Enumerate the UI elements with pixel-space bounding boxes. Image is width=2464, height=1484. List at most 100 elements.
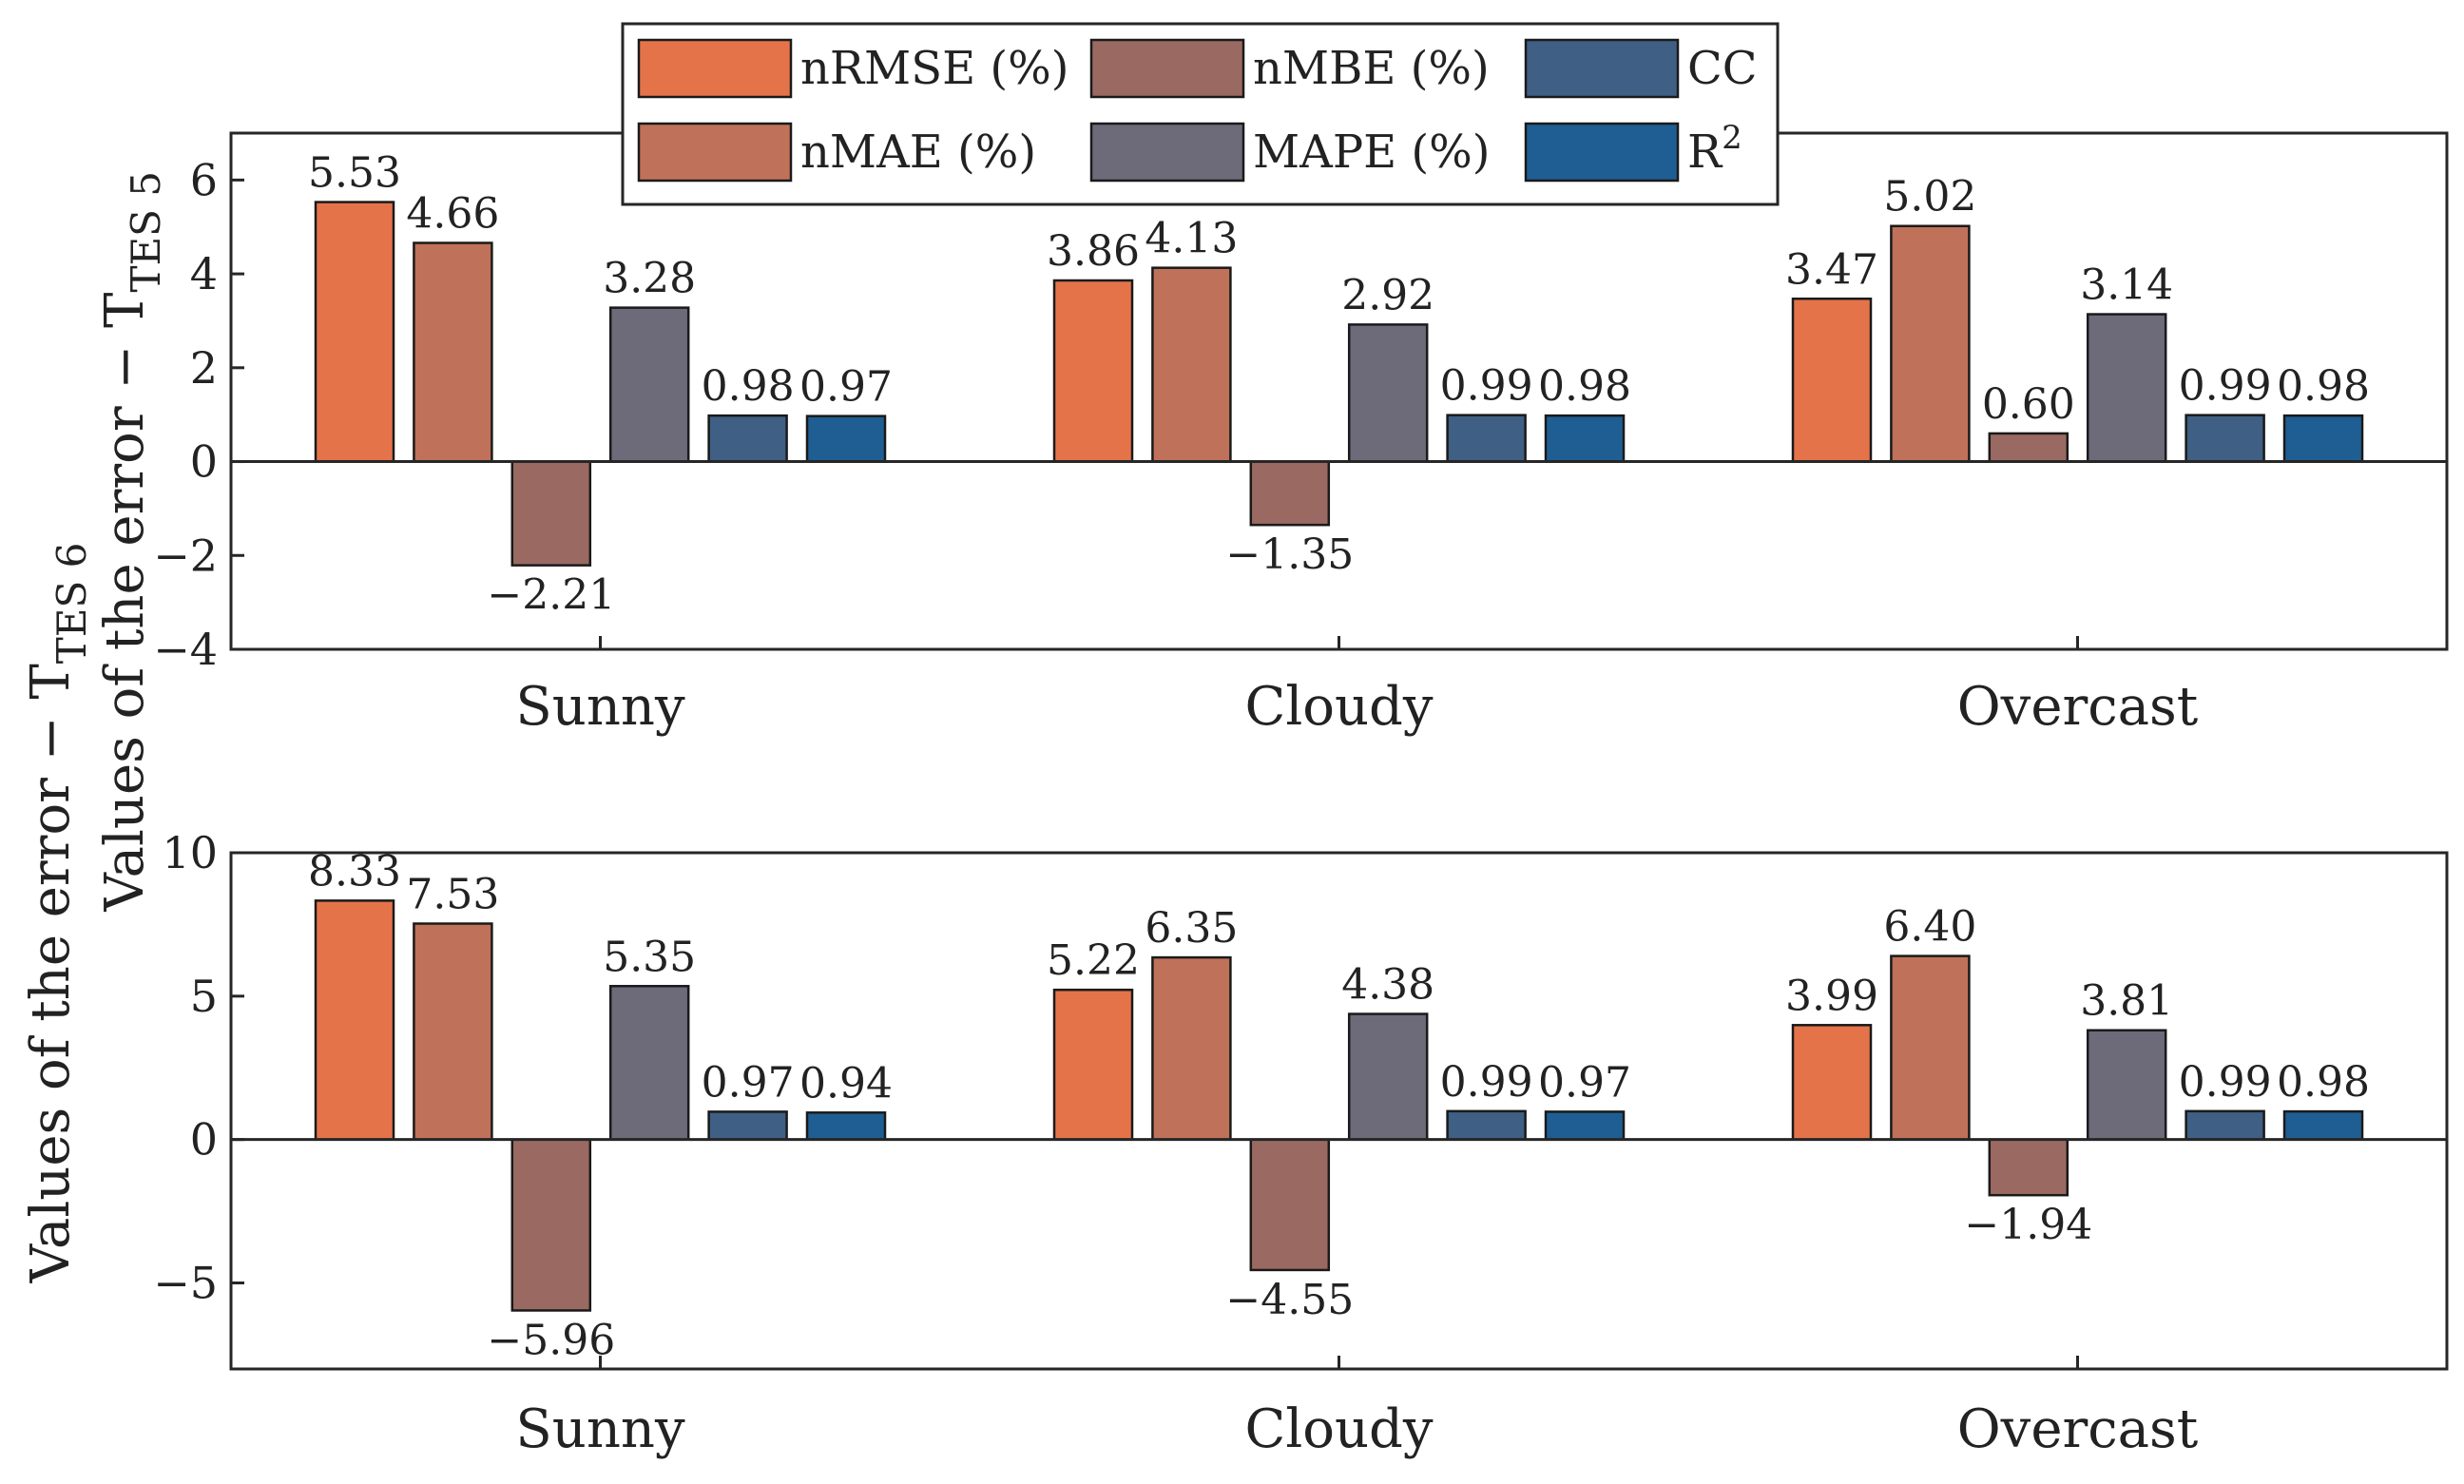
bar-cc-cloudy — [1446, 1109, 1527, 1141]
legend-label-nmbe: nMBE (%) — [1253, 42, 1490, 95]
bar-nmae-overcast — [1890, 224, 1971, 463]
data-label-mape-overcast: 3.81 — [2080, 977, 2173, 1026]
y-axis-ticks: −4 −2 0 2 4 6 — [153, 154, 2447, 675]
category-label-sunny: Sunny — [515, 676, 685, 738]
bar-nrmse-cloudy — [1052, 988, 1134, 1141]
data-label-cc-cloudy: 0.99 — [1440, 1058, 1533, 1107]
category-label-cloudy: Cloudy — [1244, 676, 1433, 738]
data-label-cc-sunny: 0.97 — [702, 1058, 795, 1107]
bars-group: 5.534.66−2.213.280.98 0.973.86 4.13−1.352.… — [308, 149, 2370, 620]
y-axis-ticks: −5 0 5 10 — [153, 827, 2447, 1309]
bar-r2-sunny — [805, 414, 887, 463]
legend-swatch-nmbe — [1089, 38, 1245, 99]
data-label-nmae-cloudy: 4.13 — [1145, 215, 1238, 263]
bar-r2-overcast — [2282, 1109, 2364, 1141]
data-label-nmae-sunny: 7.53 — [406, 871, 499, 919]
y-tick-label: 4 — [190, 248, 218, 299]
y-tick-label: −5 — [153, 1258, 218, 1309]
data-label-r2-cloudy: 0.97 — [1538, 1058, 1631, 1107]
bar-r2-cloudy — [1544, 414, 1626, 463]
data-label-nrmse-overcast: 3.47 — [1785, 245, 1878, 294]
data-label-mape-cloudy: 2.92 — [1341, 271, 1434, 319]
data-label-nmae-sunny: 4.66 — [406, 190, 499, 239]
data-label-nmbe-sunny: −5.96 — [487, 1316, 615, 1364]
bar-nmbe-overcast — [1988, 1138, 2069, 1197]
bar-nmae-sunny — [413, 241, 493, 463]
y-tick-label: 6 — [190, 154, 218, 205]
legend-label-cc: CC — [1687, 42, 1757, 95]
bar-nrmse-cloudy — [1052, 279, 1134, 463]
y-axis-label-bottom: Values of the error − TTES 6 — [20, 543, 95, 1284]
data-label-nrmse-cloudy: 3.86 — [1047, 227, 1140, 276]
bar-mape-overcast — [2086, 313, 2167, 463]
data-label-mape-sunny: 3.28 — [603, 255, 696, 303]
data-label-r2-sunny: 0.97 — [799, 363, 893, 412]
y-tick-label: 2 — [190, 342, 218, 394]
bar-mape-cloudy — [1347, 323, 1429, 463]
category-label-cloudy: Cloudy — [1244, 1398, 1433, 1460]
category-label-sunny: Sunny — [515, 1398, 685, 1460]
category-label-overcast: Overcast — [1957, 676, 2199, 738]
legend-swatch-nmae — [637, 122, 793, 183]
data-label-nmbe-cloudy: −4.55 — [1225, 1276, 1354, 1324]
y-tick-label: 0 — [190, 436, 218, 488]
data-label-nmae-overcast: 6.40 — [1883, 903, 1976, 952]
bar-cc-sunny — [707, 1110, 788, 1141]
y-axis-label-top: Values of the error − TTES 5 — [94, 171, 169, 913]
legend-label-nrmse: nRMSE (%) — [800, 42, 1068, 95]
data-label-nmbe-sunny: −2.21 — [487, 571, 615, 620]
bar-nrmse-sunny — [314, 201, 395, 463]
bar-nmae-cloudy — [1151, 266, 1232, 463]
bar-nmbe-sunny — [510, 1138, 592, 1312]
data-label-cc-overcast: 0.99 — [2179, 1058, 2272, 1107]
x-axis-categories: Sunny Cloudy Overcast — [515, 1356, 2199, 1460]
bar-cc-overcast — [2185, 1109, 2265, 1141]
legend-swatch-nrmse — [637, 38, 793, 99]
bar-nmbe-overcast — [1988, 432, 2069, 463]
legend-label-r2: R2 — [1687, 119, 1742, 179]
legend-label-nmae: nMAE (%) — [800, 125, 1036, 179]
y-tick-label: −4 — [153, 624, 218, 675]
data-label-mape-overcast: 3.14 — [2080, 261, 2173, 310]
bar-nmbe-cloudy — [1249, 460, 1331, 527]
data-label-nmae-cloudy: 6.35 — [1145, 904, 1238, 953]
legend-swatch-cc — [1524, 38, 1680, 99]
legend-label-mape: MAPE (%) — [1253, 125, 1490, 179]
bar-nrmse-sunny — [314, 899, 395, 1141]
bar-nmbe-sunny — [510, 460, 592, 567]
bar-nrmse-overcast — [1791, 1024, 1873, 1141]
category-label-overcast: Overcast — [1957, 1398, 2199, 1460]
data-label-cc-overcast: 0.99 — [2179, 362, 2272, 411]
legend-swatch-r2 — [1524, 122, 1680, 183]
data-label-r2-cloudy: 0.98 — [1538, 362, 1631, 411]
data-label-nrmse-sunny: 5.53 — [308, 149, 401, 198]
legend-swatch-mape — [1089, 122, 1245, 183]
bar-mape-sunny — [608, 985, 690, 1141]
chart-panel-tes6: 8.33 7.53−5.965.350.97 0.945.226.35−4.554.… — [153, 827, 2449, 1460]
y-tick-label: −2 — [153, 530, 218, 581]
x-axis-categories: Sunny Cloudy Overcast — [515, 636, 2199, 738]
data-label-nmae-overcast: 5.02 — [1883, 173, 1976, 222]
bar-mape-cloudy — [1347, 1012, 1429, 1141]
data-label-nrmse-sunny: 8.33 — [308, 847, 401, 896]
bar-r2-overcast — [2282, 414, 2364, 463]
bar-mape-sunny — [608, 306, 690, 463]
data-label-nmbe-overcast: −1.94 — [1964, 1201, 2092, 1249]
y-tick-label: 10 — [162, 827, 218, 878]
data-label-nrmse-cloudy: 5.22 — [1047, 936, 1140, 985]
data-label-r2-sunny: 0.94 — [799, 1059, 893, 1108]
bar-nrmse-overcast — [1791, 298, 1873, 463]
bar-cc-cloudy — [1446, 414, 1527, 463]
data-label-cc-cloudy: 0.99 — [1440, 362, 1533, 411]
data-label-nmbe-overcast: 0.60 — [1982, 380, 2075, 429]
chart-panel-tes5: 5.534.66−2.213.280.98 0.973.86 4.13−1.352.… — [153, 131, 2449, 738]
data-label-cc-sunny: 0.98 — [702, 362, 795, 411]
bar-nmae-overcast — [1890, 954, 1971, 1141]
data-label-mape-sunny: 5.35 — [603, 933, 696, 981]
data-label-r2-overcast: 0.98 — [2277, 1058, 2370, 1107]
bar-nmbe-cloudy — [1249, 1138, 1331, 1272]
legend: nRMSE (%) nMBE (%) CC nMAE (%) MAPE (%) … — [621, 22, 1780, 206]
bar-nmae-sunny — [413, 922, 493, 1141]
bar-r2-sunny — [805, 1111, 887, 1141]
